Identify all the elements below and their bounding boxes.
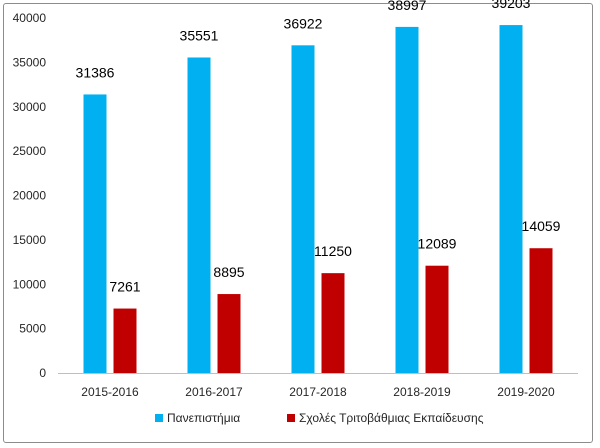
bar-universities [83, 94, 107, 373]
data-label: 8895 [213, 264, 244, 280]
data-label: 11250 [314, 243, 352, 259]
y-tick-label: 25000 [13, 144, 47, 158]
data-label: 39203 [492, 0, 531, 11]
data-label: 38997 [388, 0, 427, 13]
y-axis-ticks: 0 5000 10000 15000 20000 25000 30000 35000 40000 [13, 11, 47, 380]
data-label: 12089 [418, 236, 457, 252]
legend-swatch [155, 414, 163, 422]
y-tick-label: 35000 [13, 55, 47, 69]
bar-tertiary-schools [113, 308, 137, 373]
x-tick-label: 2016-2017 [185, 385, 243, 399]
bar-universities [395, 26, 419, 374]
legend-entry: Πανεπιστήμια [167, 411, 240, 425]
x-tick-label: 2019-2020 [497, 385, 555, 399]
data-label: 36922 [284, 15, 323, 31]
y-tick-label: 20000 [13, 189, 47, 203]
data-labels: 31386 7261 35551 8895 36922 11250 38997 12089 39… [76, 0, 561, 295]
x-tick-label: 2018-2019 [393, 385, 451, 399]
y-tick-label: 15000 [13, 233, 47, 247]
bar-universities [187, 57, 211, 374]
data-label: 14059 [522, 218, 561, 234]
y-tick-label: 10000 [13, 277, 47, 291]
bar-tertiary-schools [321, 273, 345, 373]
data-label: 35551 [180, 27, 219, 43]
y-tick-label: 30000 [13, 100, 47, 114]
y-tick-label: 0 [39, 366, 46, 380]
x-tick-label: 2017-2018 [289, 385, 347, 399]
x-axis-ticks: 2015-2016 2016-2017 2017-2018 2018-2019 2019… [81, 385, 555, 399]
bar-tertiary-schools [529, 248, 553, 373]
legend: Πανεπιστήμια Σχολές Τριτοβάθμιας Εκπαίδευ… [155, 411, 484, 425]
x-tick-label: 2015-2016 [81, 385, 139, 399]
bar-universities [499, 25, 523, 374]
legend-entry: Σχολές Τριτοβάθμιας Εκπαίδευσης [299, 411, 484, 425]
bar-tertiary-schools [217, 294, 241, 373]
bar-tertiary-schools [425, 265, 449, 373]
data-label: 31386 [76, 64, 115, 80]
bars [83, 25, 553, 374]
legend-swatch [287, 414, 295, 422]
y-tick-label: 40000 [13, 11, 47, 25]
bar-universities [291, 45, 315, 373]
data-label: 7261 [109, 279, 140, 295]
y-tick-label: 5000 [19, 322, 46, 336]
